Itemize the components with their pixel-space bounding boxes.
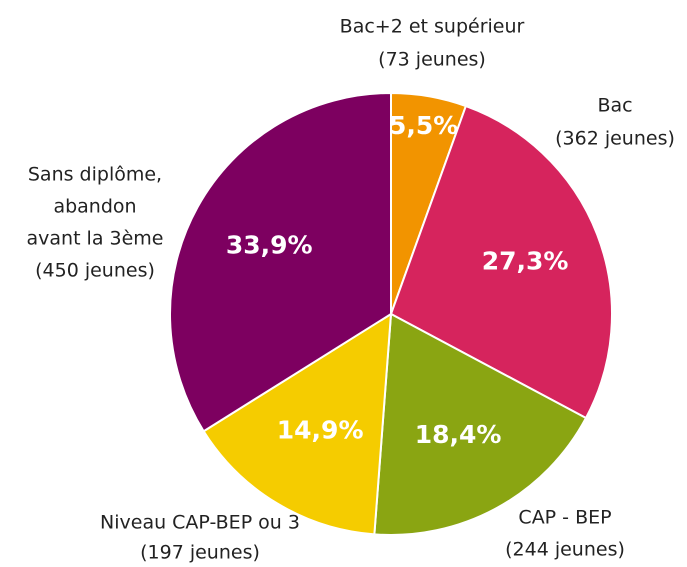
slice-label: (73 jeunes) xyxy=(378,49,486,71)
pie-slice xyxy=(202,312,393,536)
slice-label: abandon xyxy=(53,196,136,218)
slice-label: Bac xyxy=(597,95,632,117)
slice-label: Bac+2 et supérieur xyxy=(340,16,525,38)
slice-label: avant la 3ème xyxy=(27,228,164,250)
slice-label: Niveau CAP-BEP ou 3 xyxy=(100,512,300,534)
value-label: 5,5% xyxy=(389,111,458,140)
slice-label: (362 jeunes) xyxy=(555,128,675,150)
pie-slice xyxy=(389,104,613,420)
slice-label: (244 jeunes) xyxy=(505,539,625,561)
slice-label: (450 jeunes) xyxy=(35,260,155,282)
value-label: 14,9% xyxy=(277,415,364,444)
pie-slice xyxy=(169,91,392,433)
slice-label: (197 jeunes) xyxy=(140,542,260,564)
value-label: 33,9% xyxy=(226,231,313,260)
value-label: 27,3% xyxy=(482,246,569,275)
pie-slice xyxy=(373,312,588,536)
slice-label: Sans diplôme, xyxy=(28,164,162,186)
value-label: 18,4% xyxy=(415,420,502,449)
slice-label: CAP - BEP xyxy=(518,507,611,529)
